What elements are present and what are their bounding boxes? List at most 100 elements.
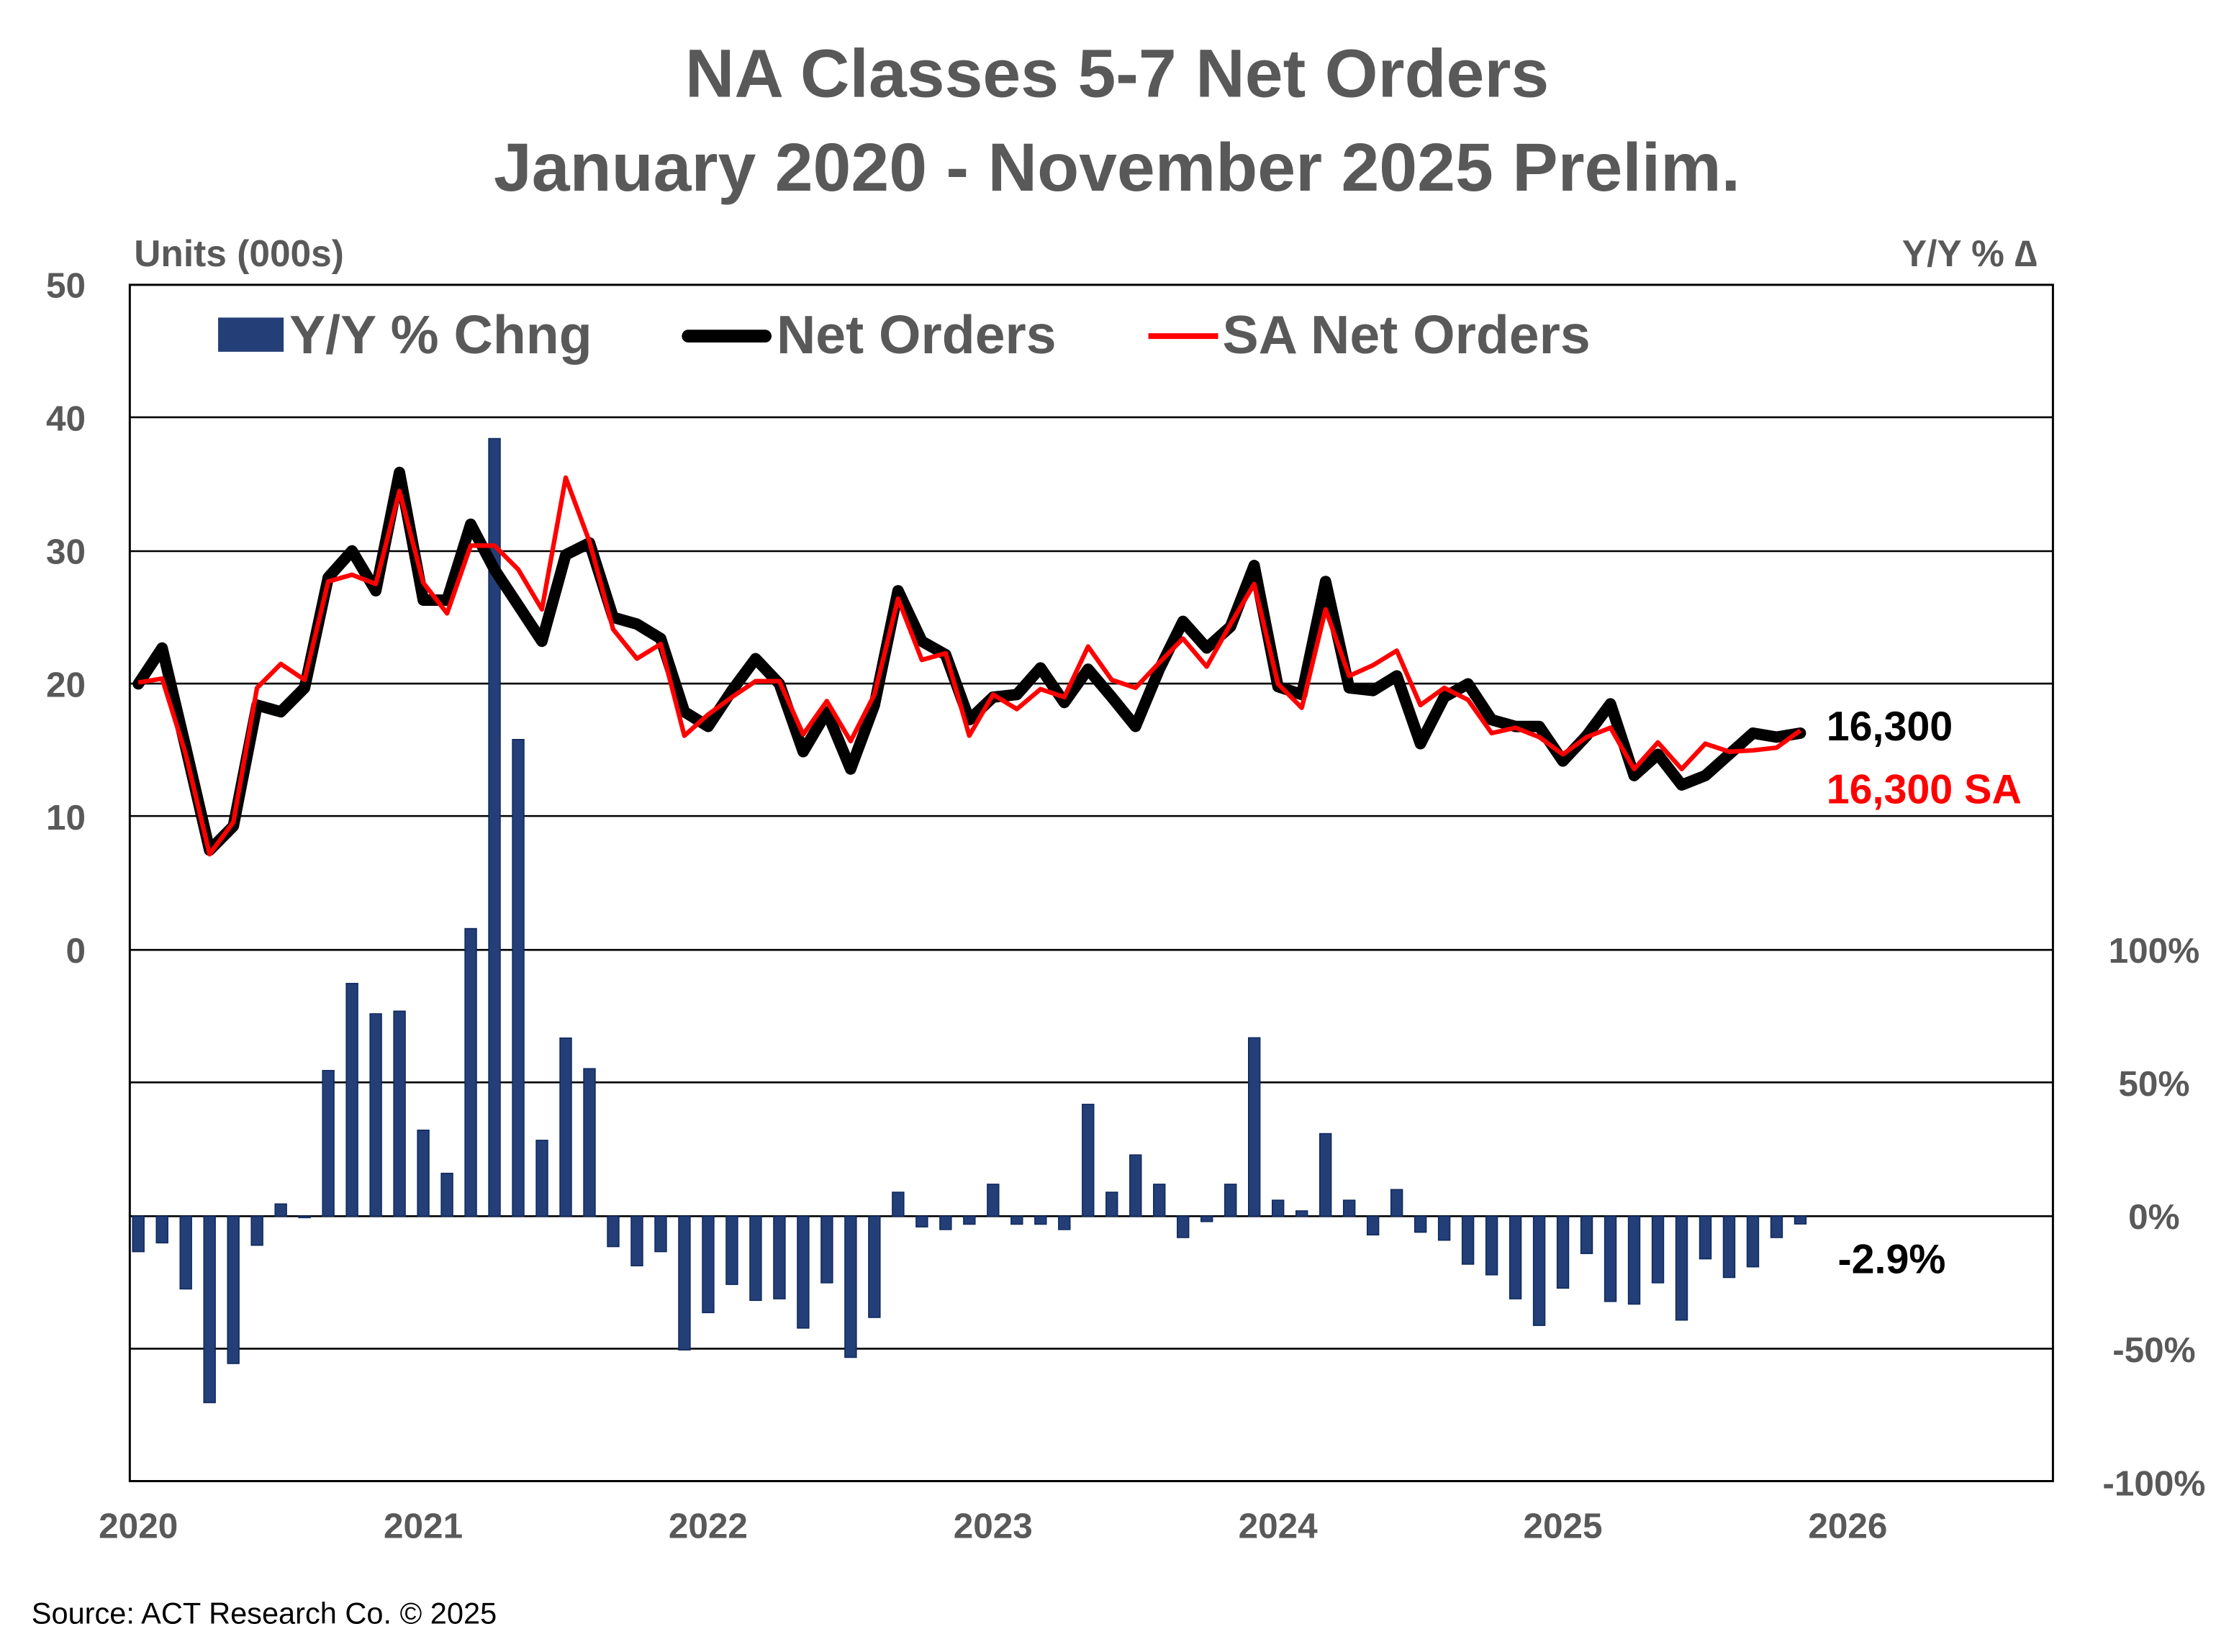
yy-bar: [417, 1129, 430, 1217]
yy-bar: [1082, 1104, 1095, 1217]
yy-bar: [1105, 1192, 1118, 1217]
yy-bar: [797, 1215, 810, 1329]
yy-bar: [725, 1215, 738, 1285]
yy-bar: [678, 1215, 691, 1351]
yy-bar: [512, 739, 525, 1217]
yy-bar: [1390, 1189, 1403, 1217]
yy-bar: [1675, 1215, 1688, 1321]
left-tick-label: 20: [46, 665, 86, 704]
yy-bar: [1509, 1215, 1522, 1299]
yy-bar: [1034, 1215, 1047, 1225]
yy-bar: [1437, 1215, 1451, 1241]
yy-bar: [322, 1070, 335, 1217]
right-axis-label: Y/Y % ∆: [1902, 232, 2038, 274]
x-tick-label: 2023: [954, 1507, 1033, 1546]
yy-bar: [1580, 1215, 1593, 1254]
x-tick-label: 2024: [1239, 1507, 1319, 1546]
yy-bar: [702, 1215, 715, 1314]
left-tick-label: 0: [65, 931, 86, 971]
legend-swatch-yy: [218, 317, 284, 352]
yy-bar: [1556, 1215, 1570, 1289]
left-tick-label: 40: [46, 399, 86, 439]
yy-bar: [1414, 1215, 1427, 1233]
yy-bar: [1461, 1215, 1475, 1265]
yy-bar: [393, 1010, 406, 1217]
chart-title: NA Classes 5-7 Net Orders: [685, 36, 1549, 112]
yy-bar: [203, 1215, 216, 1404]
yy-bars: [132, 437, 1807, 1404]
legend-label-net: Net Orders: [777, 304, 1057, 365]
yy-bar: [488, 437, 501, 1217]
yy-bar: [1224, 1184, 1237, 1217]
yy-bar: [1247, 1037, 1261, 1217]
yy-bar: [749, 1215, 762, 1302]
yy-bar: [1366, 1215, 1380, 1236]
yy-bar: [583, 1068, 596, 1217]
yy-bar: [654, 1215, 667, 1253]
left-tick-label: 10: [46, 798, 86, 838]
yy-bar: [820, 1215, 833, 1284]
right-tick-label: -100%: [2102, 1463, 2205, 1503]
yy-bar: [440, 1172, 453, 1217]
yy-bar: [1342, 1199, 1356, 1217]
yy-bar: [559, 1037, 572, 1217]
left-axis-label: Units (000s): [134, 232, 344, 274]
yy-bar: [1746, 1215, 1760, 1268]
yy-bar: [1604, 1215, 1617, 1302]
right-tick-label: 100%: [2109, 931, 2200, 971]
net-last-label: 16,300: [1827, 704, 1953, 750]
legend: Y/Y % Chng Net Orders SA Net Orders: [218, 304, 1591, 365]
yy-bar: [298, 1215, 311, 1219]
yy-bar: [369, 1013, 382, 1217]
x-tick-label: 2025: [1523, 1507, 1602, 1546]
yy-bar: [892, 1192, 905, 1217]
yy-bar: [132, 1215, 145, 1253]
yy-bar: [1153, 1184, 1166, 1217]
yy-bar: [1770, 1215, 1783, 1238]
yy-bar: [1010, 1215, 1023, 1225]
yy-bar: [464, 927, 477, 1217]
yy-bar: [607, 1215, 620, 1248]
yy-bar: [1271, 1199, 1285, 1217]
yy-bar: [987, 1184, 1000, 1217]
right-tick-label: 0%: [2128, 1197, 2180, 1237]
yy-bar: [1319, 1133, 1332, 1217]
yy-bar: [773, 1215, 786, 1299]
right-tick-label: -50%: [2112, 1330, 2195, 1370]
x-tick-label: 2026: [1808, 1507, 1887, 1546]
yy-bar: [1627, 1215, 1641, 1305]
yy-bar: [1295, 1210, 1308, 1217]
yy-bar: [535, 1140, 548, 1217]
sa-net-orders-line: [137, 475, 1802, 857]
yy-bar: [868, 1215, 881, 1318]
yy-bar: [939, 1215, 952, 1230]
yy-bar: [179, 1215, 192, 1290]
chart-subtitle: January 2020 - November 2025 Prelim.: [494, 130, 1740, 206]
legend-label-sa: SA Net Orders: [1222, 304, 1590, 365]
plot-border: [128, 283, 2054, 1482]
x-tick-label: 2022: [669, 1507, 748, 1546]
yy-bar: [1722, 1215, 1736, 1279]
yy-bar: [963, 1215, 976, 1225]
source-note: Source: ACT Research Co. © 2025: [32, 1596, 497, 1630]
yy-bar: [915, 1215, 928, 1227]
yy-bar: [1794, 1215, 1807, 1225]
yy-bar: [1651, 1215, 1665, 1284]
legend-label-yy: Y/Y % Chng: [289, 304, 592, 365]
yy-bar: [1485, 1215, 1498, 1276]
x-tick-label: 2020: [99, 1507, 178, 1546]
left-tick-label: 30: [46, 532, 86, 571]
yy-bar: [1532, 1215, 1546, 1326]
yy-bar: [345, 983, 358, 1217]
yy-bar: [1699, 1215, 1712, 1260]
yy-bar: [274, 1203, 287, 1217]
yy-bar: [1058, 1215, 1071, 1230]
yy-bar: [227, 1215, 240, 1364]
yy-bar: [1200, 1215, 1213, 1222]
yy-last-label: -2.9%: [1838, 1237, 1946, 1283]
x-tick-label: 2021: [384, 1507, 463, 1546]
sa-last-label: 16,300 SA: [1827, 766, 2022, 812]
right-tick-label: 50%: [2118, 1064, 2189, 1104]
yy-bar: [1177, 1215, 1190, 1238]
yy-bar: [630, 1215, 643, 1266]
